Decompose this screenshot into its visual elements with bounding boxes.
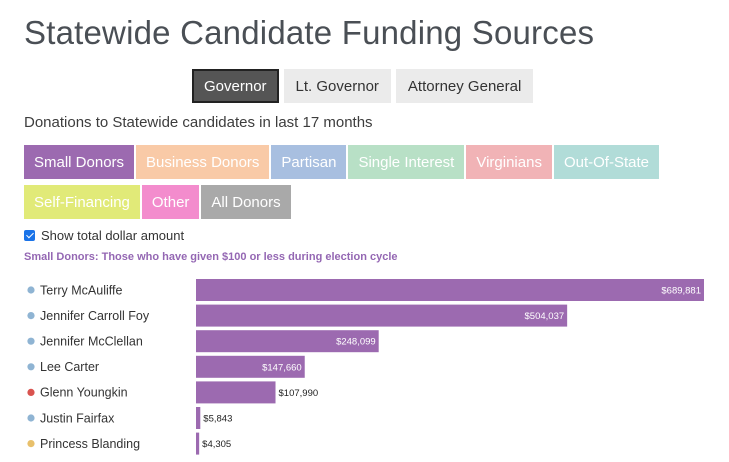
tab-single-interest[interactable]: Single Interest: [348, 145, 465, 179]
tab-small-donors[interactable]: Small Donors: [24, 145, 135, 179]
bar[interactable]: [196, 304, 568, 327]
candidate-label: Lee Carter: [40, 360, 99, 374]
show-total-toggle[interactable]: Show total dollar amount: [24, 228, 184, 243]
donor-type-tabs: Small Donors Business Donors Partisan Si…: [24, 145, 704, 219]
bar[interactable]: [196, 432, 200, 455]
funding-bar-chart: Terry McAuliffe $689,881 Jennifer Carroll …: [27, 279, 704, 455]
party-dot-icon: [27, 286, 35, 294]
value-label: $107,990: [279, 388, 319, 399]
tab-business-donors[interactable]: Business Donors: [136, 145, 270, 179]
tab-all-donors[interactable]: All Donors: [201, 185, 291, 219]
donor-type-description: Small Donors: Those who have given $100 …: [24, 251, 398, 263]
party-dot-icon: [27, 312, 35, 320]
party-dot-icon: [27, 414, 35, 422]
party-dot-icon: [27, 388, 35, 396]
tab-governor[interactable]: Governor: [192, 69, 279, 103]
value-label: $5,843: [203, 414, 232, 425]
party-dot-icon: [27, 363, 35, 371]
tab-out-of-state[interactable]: Out-Of-State: [553, 145, 659, 179]
bar[interactable]: [196, 330, 379, 353]
tab-self-financing[interactable]: Self-Financing: [24, 185, 140, 219]
checkbox-label: Show total dollar amount: [41, 228, 185, 243]
bar[interactable]: [196, 381, 276, 404]
candidate-label: Glenn Youngkin: [40, 386, 128, 400]
bar[interactable]: [196, 279, 704, 301]
candidate-label: Terry McAuliffe: [40, 283, 122, 297]
value-label: $248,099: [336, 337, 376, 348]
value-label: $4,305: [202, 439, 231, 450]
bar[interactable]: [196, 355, 305, 378]
candidate-label: Jennifer McClellan: [40, 335, 143, 349]
subtitle: Donations to Statewide candidates in las…: [24, 114, 373, 131]
page-title: Statewide Candidate Funding Sources: [24, 14, 595, 51]
tab-virginians[interactable]: Virginians: [466, 145, 552, 179]
tab-attorney-general[interactable]: Attorney General: [395, 69, 534, 103]
checkbox-checked-icon[interactable]: [24, 230, 35, 241]
tab-lt-governor[interactable]: Lt. Governor: [283, 69, 391, 103]
value-label: $689,881: [661, 286, 701, 297]
tab-other[interactable]: Other: [141, 185, 200, 219]
party-dot-icon: [27, 440, 35, 448]
office-tabs: Governor Lt. Governor Attorney General: [192, 69, 534, 103]
candidate-label: Jennifer Carroll Foy: [40, 309, 150, 323]
bar[interactable]: [196, 407, 201, 429]
candidate-label: Princess Blanding: [40, 437, 140, 451]
value-label: $504,037: [525, 311, 565, 322]
tab-partisan[interactable]: Partisan: [271, 145, 347, 179]
value-label: $147,660: [262, 362, 302, 373]
candidate-label: Justin Fairfax: [40, 411, 115, 425]
party-dot-icon: [27, 337, 35, 345]
